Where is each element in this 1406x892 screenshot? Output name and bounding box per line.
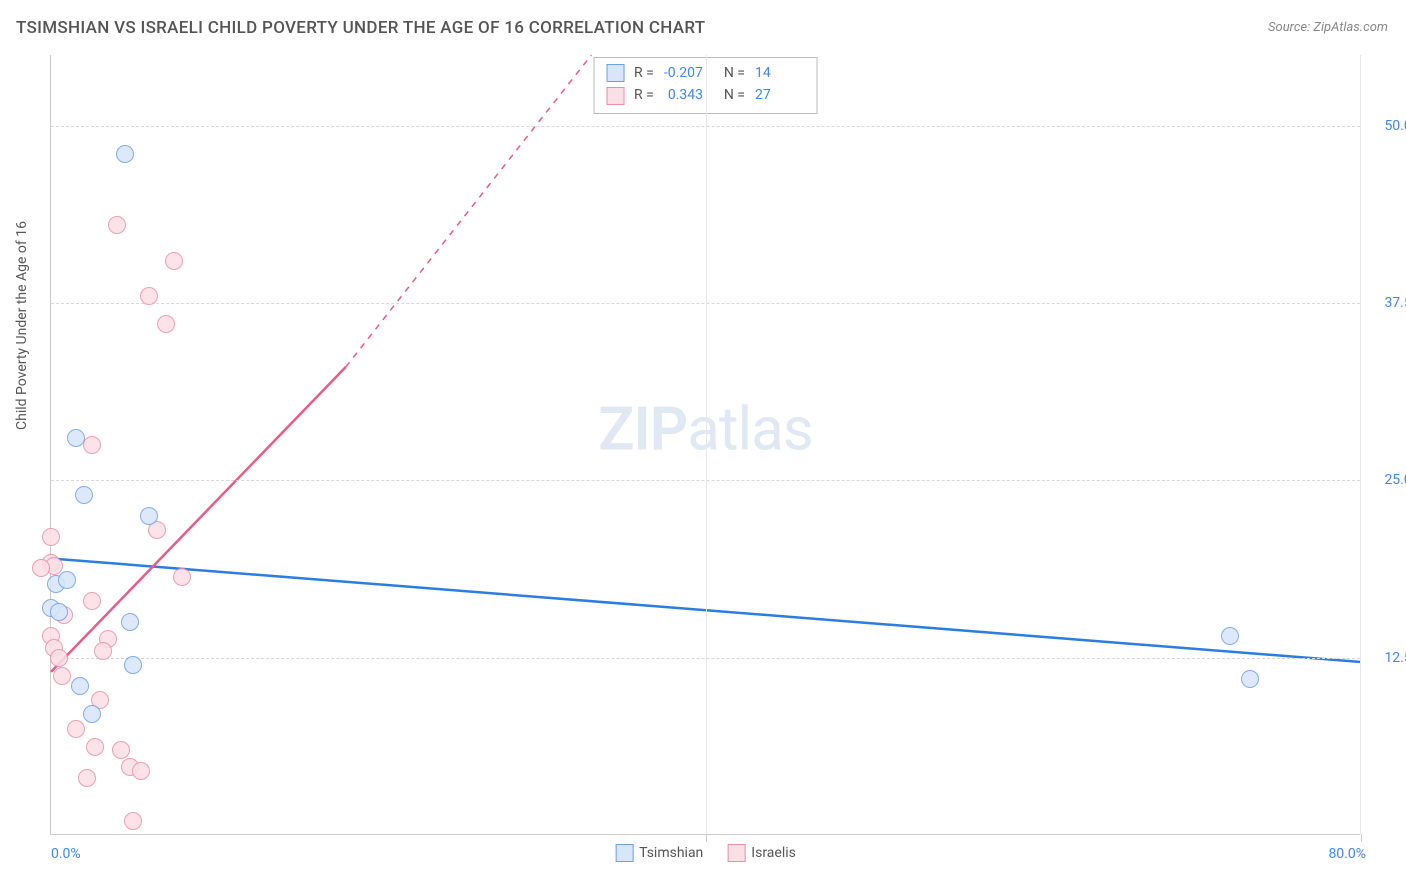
data-point-israelis xyxy=(165,252,183,270)
data-point-tsimshian xyxy=(50,603,68,621)
y-axis-label: Child Poverty Under the Age of 16 xyxy=(14,221,30,430)
data-point-israelis xyxy=(78,769,96,787)
data-point-israelis xyxy=(132,762,150,780)
n-value-tsimshian: 14 xyxy=(755,62,805,84)
data-point-israelis xyxy=(94,642,112,660)
r-label: R = xyxy=(634,62,654,84)
swatch-tsimshian xyxy=(606,64,624,82)
data-point-tsimshian xyxy=(140,507,158,525)
data-point-israelis xyxy=(86,738,104,756)
y-tick-label: 50.0% xyxy=(1367,118,1406,134)
swatch-israelis xyxy=(727,844,745,862)
data-point-israelis xyxy=(42,528,60,546)
y-tick-label: 37.5% xyxy=(1367,295,1406,311)
legend: Tsimshian Israelis xyxy=(615,844,796,862)
data-point-israelis xyxy=(53,667,71,685)
x-axis-max-label: 80.0% xyxy=(1328,846,1366,862)
gridline-vertical xyxy=(706,55,707,834)
swatch-israelis xyxy=(606,87,624,105)
data-point-israelis xyxy=(67,720,85,738)
data-point-israelis xyxy=(112,741,130,759)
data-point-tsimshian xyxy=(116,145,134,163)
data-point-tsimshian xyxy=(71,677,89,695)
data-point-tsimshian xyxy=(67,429,85,447)
data-point-israelis xyxy=(108,216,126,234)
n-label: N = xyxy=(724,62,745,84)
r-label: R = xyxy=(634,84,654,106)
n-value-israelis: 27 xyxy=(755,84,805,106)
legend-item-israelis: Israelis xyxy=(727,844,796,862)
data-point-tsimshian xyxy=(1241,670,1259,688)
data-point-tsimshian xyxy=(1221,627,1239,645)
data-point-israelis xyxy=(50,649,68,667)
data-point-tsimshian xyxy=(75,486,93,504)
legend-item-tsimshian: Tsimshian xyxy=(615,844,703,862)
data-point-tsimshian xyxy=(58,571,76,589)
data-point-israelis xyxy=(157,315,175,333)
data-point-tsimshian xyxy=(83,705,101,723)
data-point-tsimshian xyxy=(121,613,139,631)
legend-label: Tsimshian xyxy=(639,845,703,861)
trendline xyxy=(51,367,346,672)
plot-area: ZIPatlas R = -0.207 N = 14 R = 0.343 N =… xyxy=(50,55,1360,835)
y-tick-label: 25.0% xyxy=(1367,472,1406,488)
chart-title: TSIMSHIAN VS ISRAELI CHILD POVERTY UNDER… xyxy=(16,18,705,38)
data-point-israelis xyxy=(173,568,191,586)
plot-right-border xyxy=(1360,55,1361,834)
x-tick xyxy=(1361,834,1362,842)
data-point-israelis xyxy=(83,592,101,610)
y-tick-label: 12.5% xyxy=(1367,650,1406,666)
n-label: N = xyxy=(724,84,745,106)
data-point-israelis xyxy=(140,287,158,305)
data-point-israelis xyxy=(83,436,101,454)
data-point-israelis xyxy=(124,812,142,830)
swatch-tsimshian xyxy=(615,844,633,862)
legend-label: Israelis xyxy=(751,845,796,861)
trendline xyxy=(346,55,592,367)
source-attribution: Source: ZipAtlas.com xyxy=(1268,20,1388,35)
data-point-tsimshian xyxy=(124,656,142,674)
data-point-israelis xyxy=(32,559,50,577)
x-axis-min-label: 0.0% xyxy=(51,846,81,862)
x-tick xyxy=(706,834,707,842)
